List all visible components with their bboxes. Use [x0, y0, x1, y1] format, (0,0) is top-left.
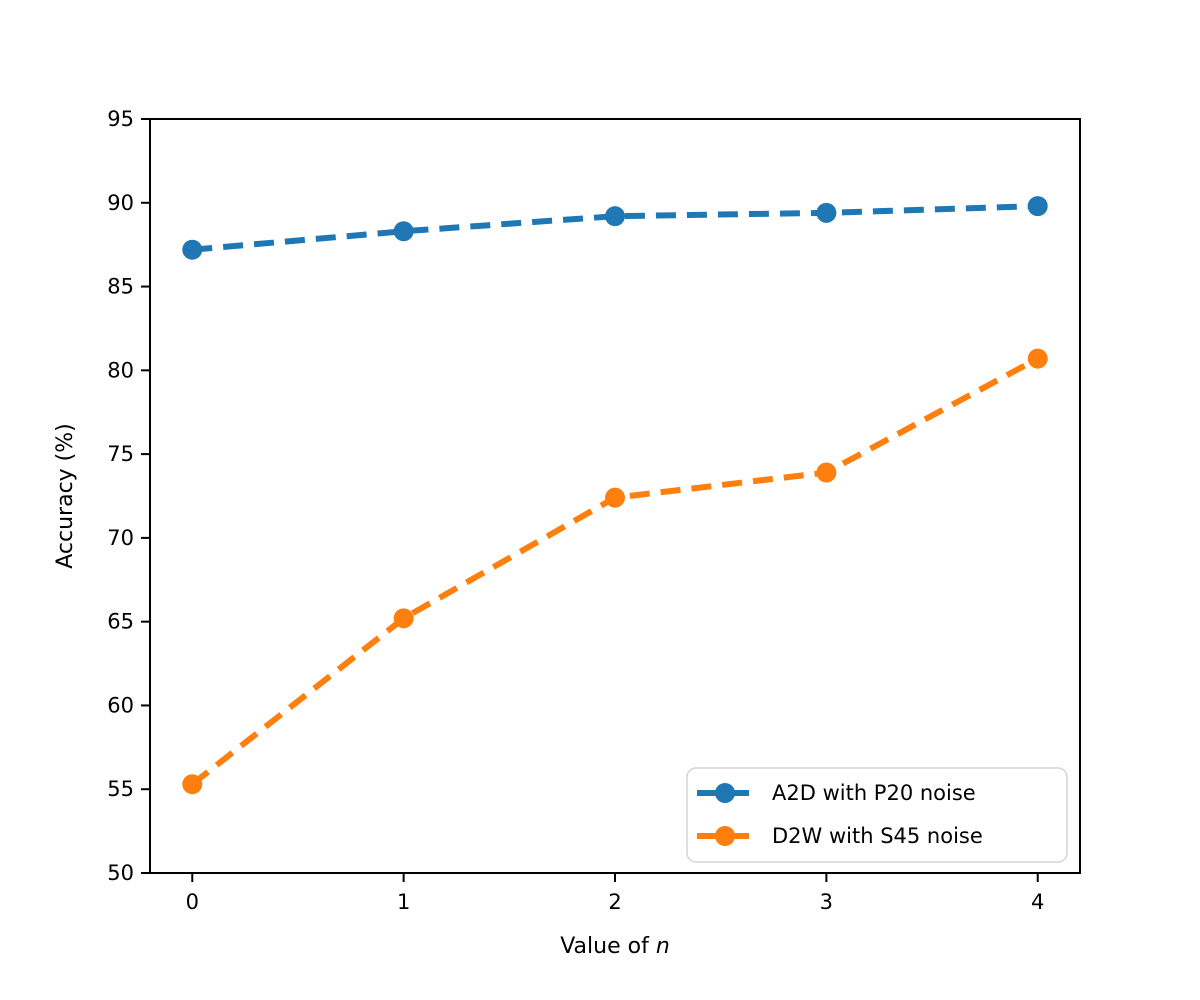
x-tick-label: 1	[397, 890, 410, 914]
y-tick-label: 85	[107, 275, 134, 299]
legend: A2D with P20 noise D2W with S45 noise	[686, 767, 1068, 863]
legend-marker	[715, 783, 735, 803]
y-tick-label: 75	[107, 442, 134, 466]
series-layer	[182, 196, 1048, 795]
data-point-marker	[816, 462, 837, 483]
data-point-marker	[605, 487, 625, 508]
y-tick-label: 95	[107, 107, 134, 131]
data-point-marker	[393, 608, 414, 629]
data-point-marker	[182, 774, 203, 795]
data-point-marker	[816, 202, 837, 223]
y-tick-label: 50	[107, 861, 134, 885]
axis-labels-layer: Accuracy (%) Value of n	[53, 423, 670, 959]
data-point-marker	[1027, 196, 1048, 217]
data-point-marker	[393, 221, 414, 242]
series-line	[190, 355, 1040, 787]
y-tick-label: 80	[107, 358, 134, 382]
x-tick-label: 4	[1031, 890, 1044, 914]
y-tick-label: 65	[107, 610, 134, 634]
y-tick-label: 70	[107, 526, 134, 550]
data-point-marker	[605, 206, 625, 227]
y-tick-label: 60	[107, 693, 134, 717]
x-tick-label: 0	[186, 890, 199, 914]
y-axis-label: Accuracy (%)	[53, 423, 78, 569]
legend-marker	[715, 826, 735, 846]
series-line	[192, 203, 1038, 253]
x-tick-label: 3	[820, 890, 833, 914]
data-point-marker	[182, 239, 203, 260]
data-point-marker	[1027, 348, 1048, 369]
legend-box	[686, 767, 1068, 863]
legend-label: D2W with S45 noise	[772, 824, 983, 848]
x-tick-label: 2	[608, 890, 621, 914]
y-tick-label: 90	[107, 191, 134, 215]
legend-label: A2D with P20 noise	[772, 781, 976, 805]
x-axis-label: Value of n	[560, 934, 670, 959]
y-tick-label: 55	[107, 777, 134, 801]
axes-layer: 50 55 60 65 70 75 80 85 90 95 0 1 2 3 4	[107, 107, 1081, 914]
